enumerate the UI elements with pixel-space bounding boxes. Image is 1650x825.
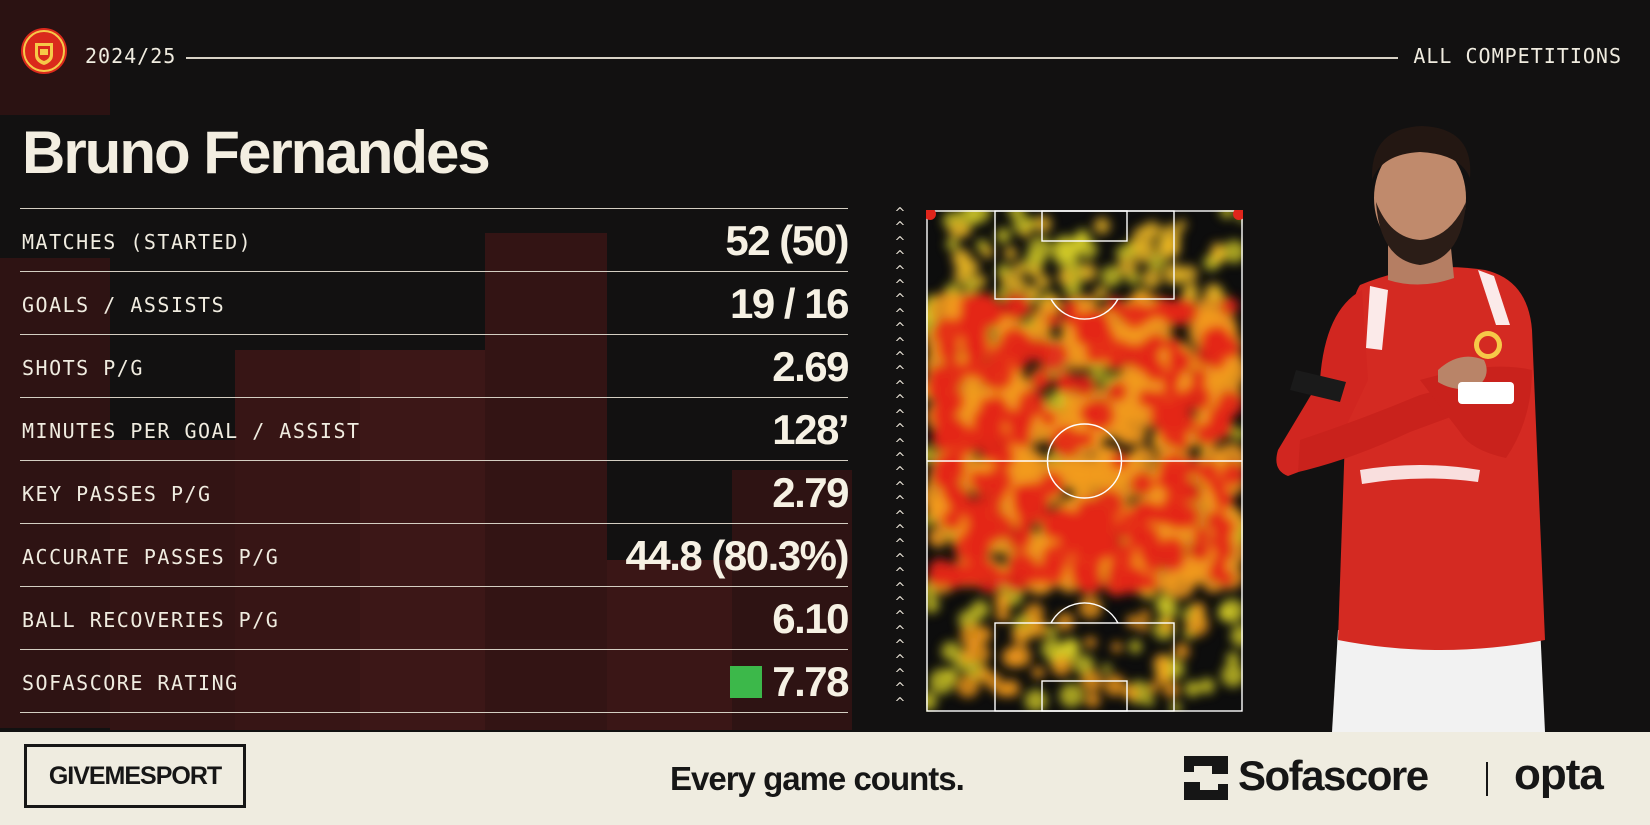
chevron-up-icon: ^ — [894, 508, 906, 524]
stat-label: SOFASCORE RATING — [22, 671, 239, 695]
chevron-up-icon: ^ — [894, 594, 906, 610]
stat-label: BALL RECOVERIES P/G — [22, 608, 280, 632]
chevron-up-icon: ^ — [894, 364, 906, 380]
chevron-up-icon: ^ — [894, 378, 906, 394]
background-block — [607, 560, 732, 730]
chevron-up-icon: ^ — [894, 335, 906, 351]
top-bar: 2024/25 ALL COMPETITIONS — [0, 0, 1650, 115]
stat-value: 2.79 — [772, 469, 849, 516]
chevron-up-icon: ^ — [894, 522, 906, 538]
competition-label: ALL COMPETITIONS — [1413, 44, 1622, 68]
chevron-up-icon: ^ — [894, 234, 906, 250]
stat-row: MATCHES (STARTED) 52 (50) — [20, 209, 849, 272]
background-block — [485, 233, 607, 730]
chevron-up-icon: ^ — [894, 623, 906, 639]
chevron-up-icon: ^ — [894, 350, 906, 366]
stat-label: KEY PASSES P/G — [22, 482, 212, 506]
chevron-up-icon: ^ — [894, 638, 906, 654]
chevron-up-icon: ^ — [894, 407, 906, 423]
stat-label: SHOTS P/G — [22, 356, 144, 380]
chevron-up-icon: ^ — [894, 393, 906, 409]
chevron-up-icon: ^ — [894, 450, 906, 466]
chevron-up-icon: ^ — [894, 422, 906, 438]
chevron-up-icon: ^ — [894, 278, 906, 294]
opta-wordmark: opta — [1514, 750, 1604, 799]
stat-row: GOALS / ASSISTS 19 / 16 — [20, 272, 849, 335]
chevron-up-icon: ^ — [894, 551, 906, 567]
chevron-up-icon: ^ — [894, 681, 906, 697]
chevron-up-icon: ^ — [894, 580, 906, 596]
stat-label: ACCURATE PASSES P/G — [22, 545, 280, 569]
stat-row: SHOTS P/G 2.69 — [20, 335, 849, 398]
chevron-up-icon: ^ — [894, 436, 906, 452]
logo-divider — [1486, 762, 1488, 796]
stat-row: MINUTES PER GOAL / ASSIST 128’ — [20, 398, 849, 461]
stat-label: GOALS / ASSISTS — [22, 293, 226, 317]
tagline: Every game counts. — [670, 760, 965, 797]
rating-color-chip — [730, 666, 763, 698]
sofascore-wordmark: Sofascore — [1238, 752, 1429, 799]
sofascore-logo-icon — [1184, 756, 1228, 800]
stat-label: MINUTES PER GOAL / ASSIST — [22, 419, 361, 443]
stat-row: SOFASCORE RATING 7.78 — [20, 650, 849, 713]
stat-row: KEY PASSES P/G 2.79 — [20, 461, 849, 524]
chevron-up-icon: ^ — [894, 263, 906, 279]
chevron-up-icon: ^ — [894, 292, 906, 308]
chevron-up-icon: ^ — [894, 249, 906, 265]
chevron-up-icon: ^ — [894, 207, 906, 221]
chevron-up-icon: ^ — [894, 609, 906, 625]
stats-table: MATCHES (STARTED) 52 (50) GOALS / ASSIST… — [20, 208, 850, 713]
player-photo — [1276, 126, 1545, 732]
stat-row: ACCURATE PASSES P/G 44.8 (80.3%) — [20, 524, 850, 587]
attack-direction-arrows: ^ ^ ^ ^ ^ ^ ^ ^ ^ ^ ^ ^ ^ ^ ^ ^ ^ ^ ^ ^ ^ ^ ^ ^ ^ ^ ^ ^ ^ ^ ^ ^ ^ ^ ^ — [892, 207, 908, 715]
season-label: 2024/25 — [85, 44, 177, 68]
stat-value: 7.78 — [730, 658, 849, 706]
chevron-up-icon: ^ — [894, 667, 906, 682]
chevron-up-icon: ^ — [894, 494, 906, 510]
background-block — [235, 350, 360, 730]
chevron-up-icon: ^ — [894, 321, 906, 337]
stat-value: 52 (50) — [725, 217, 849, 264]
player-name: Bruno Fernandes — [22, 119, 491, 186]
heatmap-pitch — [926, 210, 1243, 712]
stat-value: 44.8 (80.3%) — [625, 532, 850, 579]
footer-bar: GIVEMESPORT Every game counts. Sofascore… — [0, 732, 1650, 825]
manchester-united-crest-icon — [21, 28, 67, 74]
background-block — [110, 440, 235, 730]
stat-value: 19 / 16 — [730, 280, 849, 327]
chevron-up-icon: ^ — [894, 220, 906, 236]
chevron-up-icon: ^ — [894, 537, 906, 553]
stat-value: 2.69 — [772, 343, 849, 390]
stat-value: 128’ — [772, 406, 849, 453]
givemesport-logo: GIVEMESPORT — [24, 744, 246, 808]
background-block — [360, 350, 485, 730]
header-divider — [186, 57, 1398, 59]
chevron-up-icon: ^ — [894, 566, 906, 582]
stat-label: MATCHES (STARTED) — [22, 230, 253, 254]
chevron-up-icon: ^ — [894, 465, 906, 481]
stat-value: 6.10 — [772, 595, 849, 642]
chevron-up-icon: ^ — [894, 306, 906, 322]
chevron-up-icon: ^ — [894, 479, 906, 495]
chevron-up-icon: ^ — [894, 652, 906, 668]
stat-row: BALL RECOVERIES P/G 6.10 — [20, 587, 849, 650]
chevron-up-icon: ^ — [894, 695, 906, 711]
givemesport-wordmark: GIVEMESPORT — [48, 761, 222, 790]
